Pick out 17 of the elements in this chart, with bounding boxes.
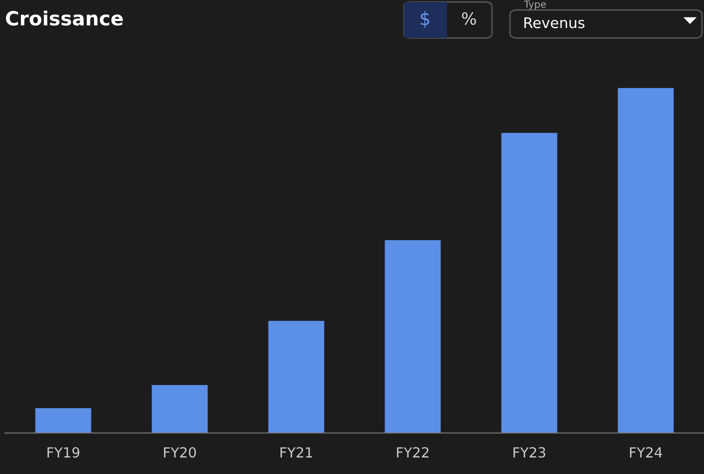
x-tick-label: FY23 (514, 447, 546, 458)
text: $ (420, 11, 430, 28)
bar (501, 132, 558, 433)
bar (618, 88, 674, 433)
x-tick-label: FY22 (397, 447, 428, 458)
bar (268, 320, 324, 433)
text: Type (524, 0, 546, 10)
x-tick-label: FY19 (48, 447, 80, 458)
bar (35, 408, 92, 433)
text: % (462, 12, 476, 25)
x-tick-label: FY24 (630, 447, 662, 458)
bar (384, 240, 441, 433)
bar (152, 385, 208, 433)
text: Revenus (524, 17, 584, 28)
chart-title: Croissance (6, 10, 123, 26)
x-tick-label: FY21 (280, 447, 312, 458)
x-tick-label: FY20 (164, 447, 196, 458)
